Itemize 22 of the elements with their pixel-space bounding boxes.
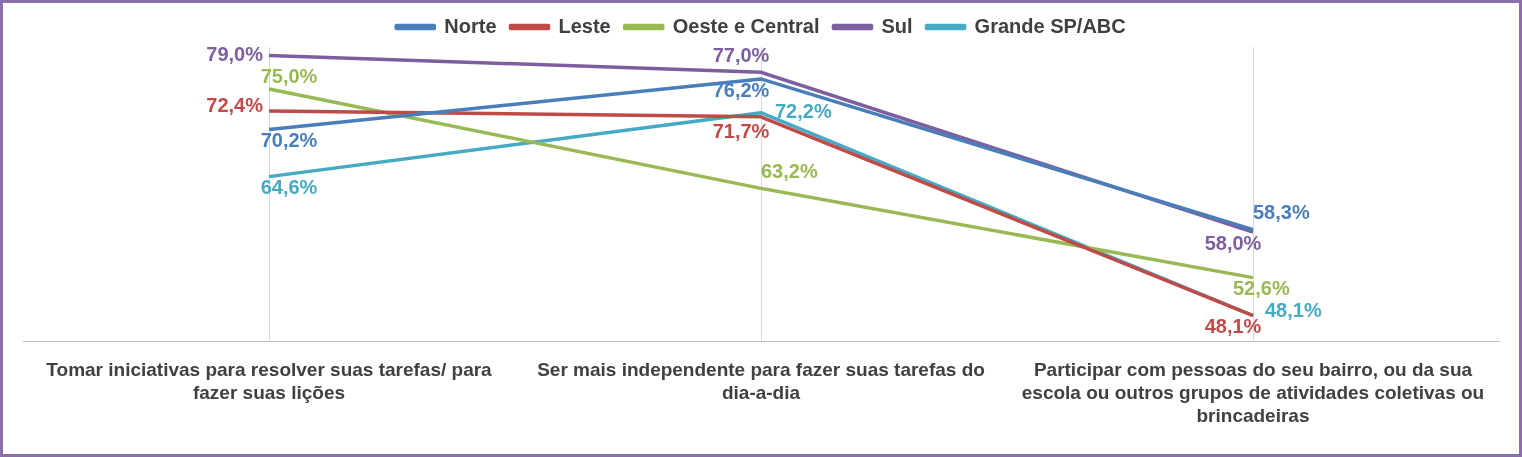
x-tick-label: Ser mais independente para fazer suas tarefas do dia-a-dia xyxy=(537,359,985,404)
data-label: 79,0% xyxy=(206,42,264,65)
data-label: 48,1% xyxy=(1265,299,1322,322)
data-label: 77,0% xyxy=(712,43,770,66)
data-label: 64,6% xyxy=(260,176,318,199)
data-label: 71,7% xyxy=(712,120,770,143)
legend-label: Grande SP/ABC xyxy=(974,14,1126,37)
data-label: 72,4% xyxy=(206,94,264,117)
x-tick-label: Participar com pessoas do seu bairro, ou da sua escola ou outros grupos de atividades coletivas ou brincadeiras xyxy=(1021,359,1485,426)
data-label: 58,3% xyxy=(1253,201,1310,224)
data-label: 58,0% xyxy=(1204,231,1262,254)
data-label: 48,1% xyxy=(1204,315,1262,338)
legend-label: Sul xyxy=(881,14,913,37)
legend-label: Norte xyxy=(444,14,497,37)
data-label: 52,6% xyxy=(1233,277,1290,300)
x-tick-label: Tomar iniciativas para resolver suas tarefas/ para fazer suas lições xyxy=(46,359,493,404)
data-label: 63,2% xyxy=(761,159,818,182)
data-label: 70,2% xyxy=(260,129,318,151)
legend-label: Leste xyxy=(558,14,611,37)
legend-label: Oeste e Central xyxy=(672,14,820,37)
data-label: 75,0% xyxy=(260,64,318,87)
data-label: 72,2% xyxy=(775,100,832,123)
